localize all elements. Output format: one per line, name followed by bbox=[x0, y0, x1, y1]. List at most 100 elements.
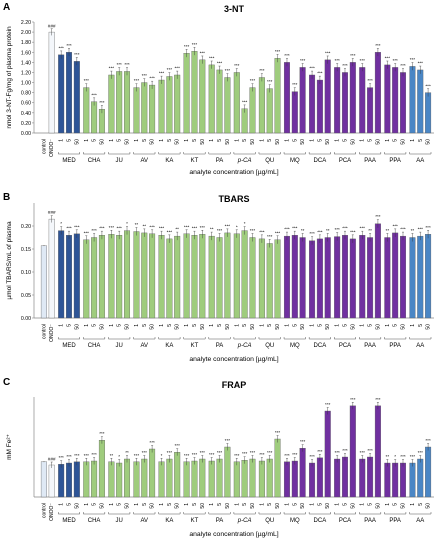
group-11-c1-tick-label: 5 bbox=[342, 503, 348, 506]
group-0-c0-tick-label: 1 bbox=[59, 503, 65, 506]
group-8-c0-tick-label: 1 bbox=[259, 324, 265, 327]
panel-b: B TBARS µmol TBARS/mL of plasma 0.00 0.05 0.1… bbox=[3, 192, 434, 363]
group-11-c0-tick-label: 1 bbox=[335, 503, 341, 506]
group-10-c1-significance: *** bbox=[317, 229, 323, 234]
group-12-c0-bar bbox=[359, 235, 366, 319]
group-0-c0-tick-label: 1 bbox=[59, 139, 65, 142]
group-13-c2-significance: *** bbox=[400, 63, 406, 68]
group-label: DCA bbox=[314, 158, 327, 164]
group-6-c0-tick-label: 1 bbox=[209, 324, 215, 327]
group-12-c1-bar bbox=[367, 456, 374, 498]
group-label: QU bbox=[265, 158, 274, 164]
group-bracket bbox=[133, 337, 156, 340]
group-13-c0-bar bbox=[384, 462, 391, 498]
panel-letter: B bbox=[3, 192, 10, 203]
group-9-c2-bar bbox=[299, 237, 306, 319]
group-label: PA bbox=[216, 343, 224, 349]
group-2-c2-tick-label: 50 bbox=[125, 139, 131, 145]
group-4-c1-tick-label: 5 bbox=[167, 503, 173, 506]
panel-title: 3-NT bbox=[224, 4, 245, 14]
group-5-c2-significance: *** bbox=[200, 225, 206, 230]
group-3-c0-bar bbox=[133, 461, 140, 498]
group-bracket bbox=[83, 512, 106, 515]
group-12-c1-tick-label: 5 bbox=[368, 324, 374, 327]
onoo-bar bbox=[48, 218, 55, 319]
group-2-c2-bar bbox=[124, 230, 131, 319]
y-tick-label: 2.20 bbox=[21, 20, 31, 26]
group-9-c2-bar bbox=[299, 448, 306, 498]
group-14-c2-tick-label: 50 bbox=[426, 324, 432, 330]
group-3-c0-tick-label: 1 bbox=[134, 324, 140, 327]
group-12-c0-tick-label: 1 bbox=[360, 503, 366, 506]
group-7-c1-tick-label: 5 bbox=[242, 139, 248, 142]
group-label: MED bbox=[62, 158, 76, 164]
group-7-c1-tick-label: 5 bbox=[242, 503, 248, 506]
group-2-c2-tick-label: 50 bbox=[125, 503, 131, 509]
group-bracket bbox=[58, 512, 80, 515]
group-12-c2-significance: *** bbox=[375, 214, 381, 219]
x-axis-title: analyte concentration [µg/mL] bbox=[189, 169, 278, 176]
group-3-c2-bar bbox=[149, 233, 156, 319]
group-12-c2-tick-label: 50 bbox=[375, 503, 381, 509]
group-9-c1-tick-label: 5 bbox=[292, 139, 298, 142]
group-2-c1-significance: *** bbox=[116, 62, 122, 67]
group-5-c0-significance: *** bbox=[184, 44, 190, 49]
group-6-c1-significance: *** bbox=[217, 61, 223, 66]
group-9-c0-bar bbox=[283, 62, 290, 134]
group-6-c0-significance: *** bbox=[209, 452, 215, 457]
group-bracket bbox=[133, 512, 156, 515]
group-7-c0-significance: *** bbox=[234, 63, 240, 68]
group-6-c1-bar bbox=[216, 458, 223, 498]
group-0-c1-bar bbox=[66, 52, 72, 134]
group-bracket bbox=[208, 152, 231, 155]
group-label: CHA bbox=[88, 343, 101, 349]
group-bracket bbox=[283, 337, 306, 340]
group-10-c1-bar bbox=[316, 79, 323, 134]
group-11-c2-bar bbox=[349, 405, 356, 498]
group-13-c0-tick-label: 1 bbox=[385, 324, 391, 327]
group-8-c1-bar bbox=[266, 243, 273, 319]
group-1-c0-bar bbox=[83, 461, 90, 498]
onoo-tick-label: ONOO⁻ bbox=[49, 139, 55, 157]
group-5-c1-bar bbox=[191, 460, 198, 498]
group-bracket bbox=[409, 512, 432, 515]
group-7-c2-tick-label: 50 bbox=[250, 324, 256, 330]
group-label: AV bbox=[140, 158, 148, 164]
group-11-c1-significance: *** bbox=[342, 226, 348, 231]
group-10-c0-significance: *** bbox=[309, 231, 315, 236]
group-11-c1-bar bbox=[341, 235, 348, 319]
group-0-c1-tick-label: 5 bbox=[67, 324, 73, 327]
group-1-c0-bar bbox=[83, 239, 90, 319]
group-12-c0-significance: *** bbox=[360, 58, 366, 63]
group-2-c0-tick-label: 1 bbox=[109, 503, 115, 506]
group-3-c2-tick-label: 50 bbox=[150, 324, 156, 330]
group-3-c0-tick-label: 1 bbox=[134, 139, 140, 142]
group-3-c2-bar bbox=[149, 84, 156, 134]
group-13-c0-significance: ** bbox=[386, 454, 390, 459]
group-6-c1-tick-label: 5 bbox=[217, 503, 223, 506]
group-11-c1-bar bbox=[341, 72, 348, 134]
group-label: MQ bbox=[290, 158, 300, 164]
group-bracket bbox=[208, 337, 231, 340]
group-9-c0-tick-label: 1 bbox=[284, 139, 290, 142]
group-4-c0-bar bbox=[158, 461, 165, 498]
group-9-c0-significance: *** bbox=[284, 453, 290, 458]
group-0-c0-bar bbox=[58, 230, 65, 319]
group-12-c2-bar bbox=[374, 223, 381, 319]
group-9-c2-bar bbox=[299, 67, 306, 134]
group-label: KA bbox=[165, 158, 173, 164]
group-11-c0-bar bbox=[334, 236, 341, 319]
group-13-c0-tick-label: 1 bbox=[385, 503, 391, 506]
group-2-c2-tick-label: 50 bbox=[125, 324, 131, 330]
group-bracket bbox=[283, 512, 306, 515]
group-label: PCA bbox=[339, 343, 351, 349]
group-14-c0-bar bbox=[409, 66, 416, 134]
group-0-c2-tick-label: 50 bbox=[74, 139, 80, 145]
group-bracket bbox=[83, 337, 106, 340]
group-13-c1-tick-label: 5 bbox=[393, 324, 399, 327]
group-0-c1-significance: *** bbox=[66, 454, 72, 459]
group-1-c2-bar bbox=[98, 440, 105, 498]
group-9-c1-bar bbox=[291, 460, 298, 498]
group-13-c2-bar bbox=[400, 235, 406, 319]
group-13-c1-tick-label: 5 bbox=[393, 503, 399, 506]
